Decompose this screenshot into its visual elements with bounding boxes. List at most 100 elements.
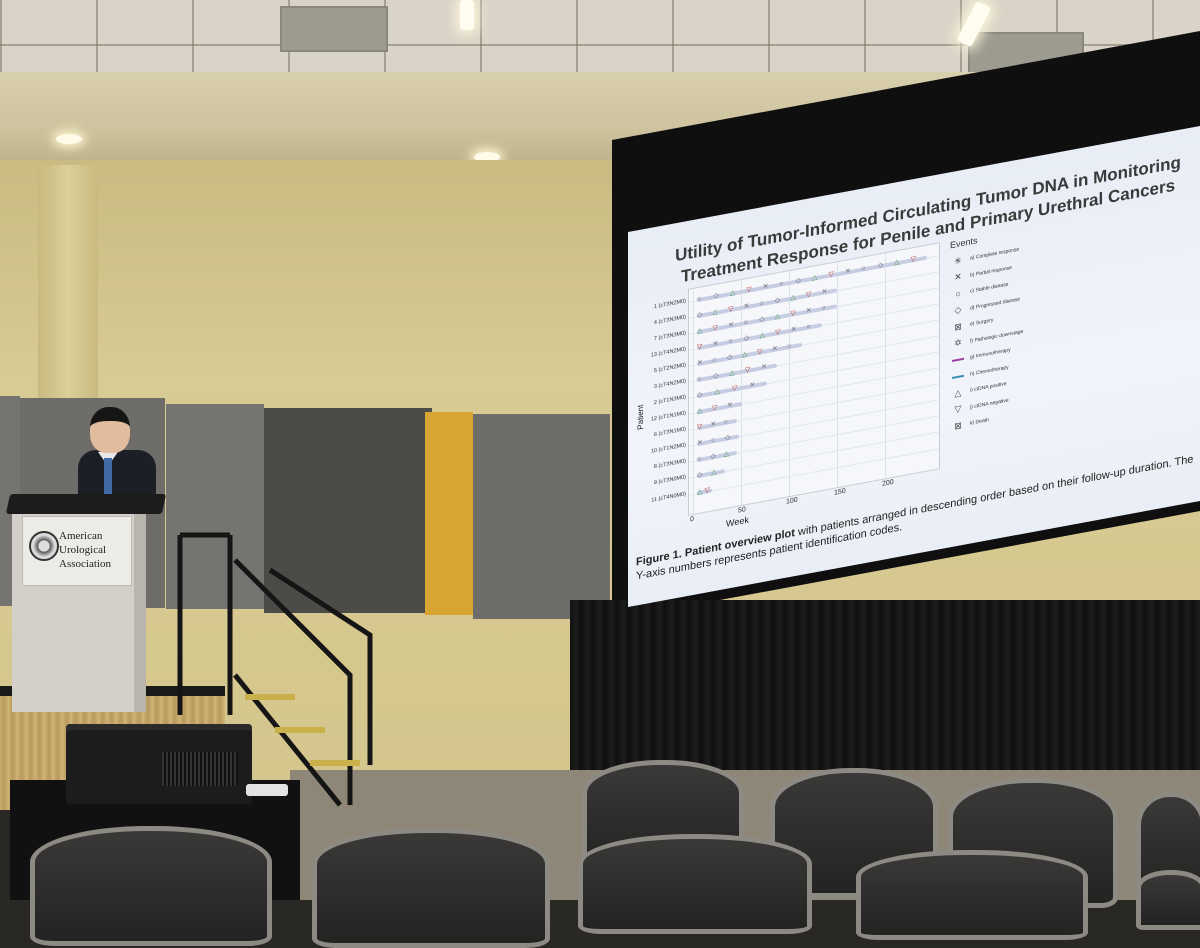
event-marker: △ [723,450,730,459]
legend-line-icon [952,357,964,363]
audience-chair [578,834,812,934]
events-legend: Events ✳ a) Complete response ✕ b) Partial … [950,216,1080,480]
legend-symbol-icon: ✕ [954,271,962,283]
audience-chair [312,828,550,948]
projector-grill [162,752,238,786]
event-marker: ✕ [712,340,719,349]
grid-line [789,270,790,497]
patient-label: 8 (cT3N3M0) [653,458,686,471]
event-marker: △ [729,369,735,378]
event-marker: ○ [712,356,717,365]
event-marker: ○ [821,304,826,312]
event-marker: ◇ [725,434,731,443]
event-marker: ○ [743,318,748,327]
patient-label: 7 (cT3N3M0) [653,330,686,342]
patient-timeline [697,419,737,431]
legend-label: i) ctDNA positive [970,381,1007,394]
event-marker: △ [790,293,796,302]
event-marker: ▽ [790,309,796,318]
event-marker: △ [774,312,781,321]
grid-line [693,288,694,514]
event-marker: ▽ [697,343,703,352]
legend-symbol-icon: △ [954,386,962,399]
x-tick-label: 200 [882,478,894,488]
event-marker: ▽ [712,404,718,413]
event-marker: ▽ [910,255,916,264]
patient-label: 5 (cT2N2M0) [653,362,686,375]
patient-label: 11 (cT4N0M0) [651,490,686,504]
ceiling-vent [280,6,388,52]
acoustic-panel [473,414,610,619]
patient-label: 3 (cT4N2M0) [653,378,686,391]
event-marker: ▽ [775,328,781,337]
event-marker: ◇ [795,276,801,285]
patient-label: 9 (cT3N0M0) [653,474,686,487]
event-marker: ▽ [746,285,752,294]
event-marker: △ [729,288,736,297]
event-marker: ◇ [713,291,719,300]
event-marker: ◇ [727,353,733,362]
patient-label: 12 (cT1N1M0) [650,410,686,423]
event-marker: ▽ [745,366,751,375]
accent-strip [425,412,473,615]
event-marker: ○ [806,322,811,331]
event-marker: △ [697,326,703,335]
event-marker: ◇ [710,453,716,462]
event-marker: △ [711,469,717,478]
presenter-head [90,407,130,453]
event-marker: ◇ [713,372,719,381]
event-marker: ✕ [697,439,703,448]
legend-items: ✳ a) Complete response ✕ b) Partial respons… [950,230,1080,436]
event-marker: ✕ [761,363,767,372]
event-marker: △ [714,388,720,397]
event-marker: ▽ [712,324,718,333]
grid-line [741,279,742,506]
event-marker: ✕ [772,345,778,354]
event-marker: △ [759,331,765,340]
event-marker: ✕ [727,401,733,410]
patient-timeline [697,434,739,447]
event-marker: ✕ [728,321,734,330]
event-marker: ○ [697,295,702,303]
remote-control [246,784,288,796]
event-marker: ◇ [759,315,765,324]
event-marker: ✕ [844,267,851,276]
grid-line [885,253,886,479]
legend-symbol-icon: ○ [955,288,961,300]
event-marker: ✕ [790,325,797,334]
patient-label: 10 (cT1N2M0) [650,442,686,456]
event-marker: ○ [697,455,702,464]
event-marker: ○ [759,299,764,308]
event-marker: ○ [861,264,866,273]
legend-label: k) Death [970,417,989,427]
patient-label: 6 (cT3N1M0) [653,426,686,439]
event-marker: △ [712,308,718,317]
association-name: American Urological Association [59,529,129,571]
event-marker: ✕ [749,381,756,390]
patient-timeline [697,451,737,463]
audience-chair [856,850,1088,940]
event-marker: ◇ [877,261,884,270]
patient-label: 1 (cT3N2M0) [653,297,686,310]
event-marker: △ [697,487,703,496]
event-marker: ✕ [821,287,828,296]
event-marker: ◇ [743,334,750,343]
event-marker: ▽ [805,290,812,299]
patient-timeline [697,304,837,334]
event-marker: ◇ [697,391,703,400]
acoustic-panel [264,408,432,613]
event-marker: ▽ [828,270,834,279]
event-marker: ◇ [774,296,781,305]
legend-label: e) Surgery [970,317,994,328]
patient-timeline [697,402,742,415]
event-marker: ○ [723,418,728,427]
legend-symbol-icon: ▽ [954,403,962,415]
patient-labels: 1 (cT3N2M0) 4 (cT3N3M0) 7 (cT3N3M0) 13 (cT4… [628,289,688,525]
association-name-line2: Urological [59,544,107,556]
event-marker: ✕ [710,420,717,429]
association-name-line3: Association [59,558,111,570]
legend-symbol-icon: ⊠ [954,419,962,432]
patient-label: 2 (cT1N3M0) [653,394,686,407]
legend-symbol-icon: ◇ [954,304,962,316]
event-marker: △ [742,350,748,359]
